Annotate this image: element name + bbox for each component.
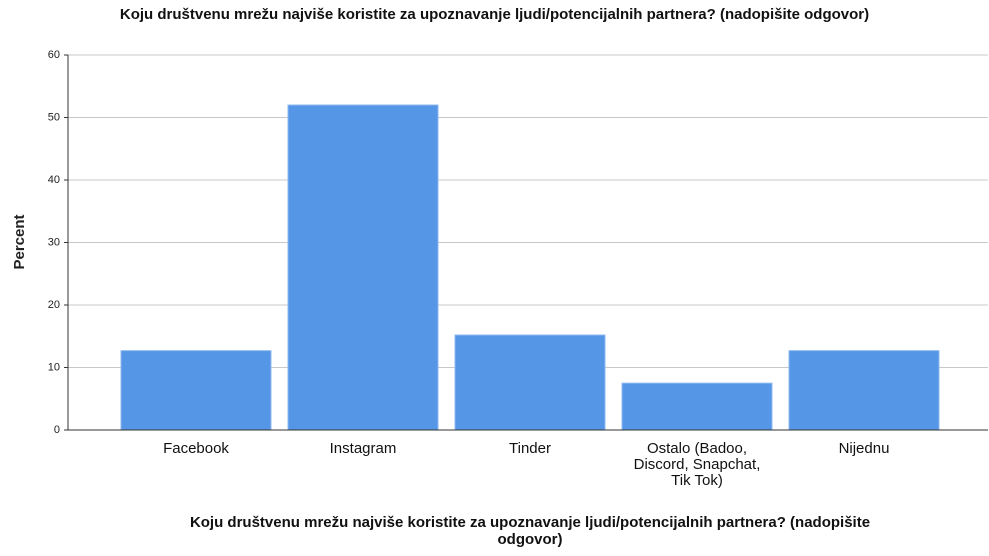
y-tick-label: 50 [48,111,60,123]
y-axis-label: Percent [11,214,28,269]
y-tick-label: 20 [48,299,60,311]
x-tick-label: Nijednu [838,440,890,457]
x-tick-label: Facebook [163,440,229,457]
bar [621,382,773,431]
x-tick-label: Tinder [509,440,551,457]
x-tick-label: Ostalo (Badoo, Discord, Snapchat, Tik To… [633,440,761,489]
y-tick-label: 10 [48,361,60,373]
x-axis-label: Koju društvenu mrežu najviše koristite z… [189,514,871,548]
y-tick-label: 0 [54,424,60,436]
bar [788,350,940,431]
bar [287,104,439,431]
y-tick-label: 40 [48,174,60,186]
bar [120,350,272,431]
y-tick-label: 30 [48,236,60,248]
bar [454,334,606,431]
chart-title: Koju društvenu mrežu najviše koristite z… [119,6,870,23]
y-tick-label: 60 [48,49,60,61]
x-tick-label: Instagram [329,440,397,457]
